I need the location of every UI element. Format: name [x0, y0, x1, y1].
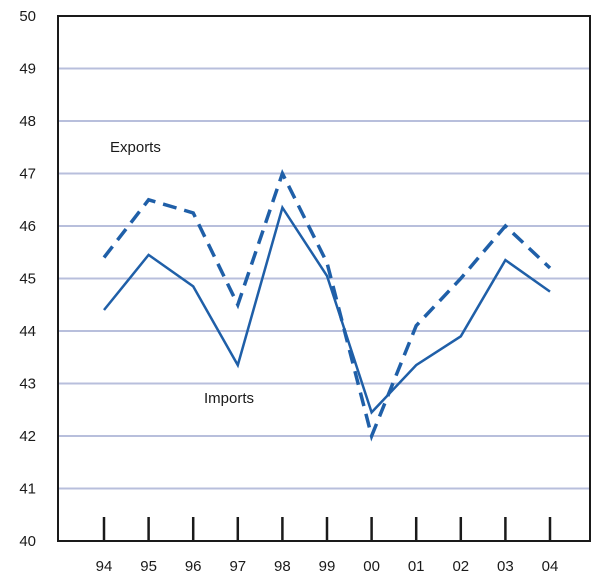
y-tick-label: 50: [19, 8, 36, 25]
y-tick-label: 40: [19, 533, 36, 550]
y-tick-label: 49: [19, 61, 36, 78]
plot-frame: [57, 15, 591, 542]
annotations: Exports Imports: [110, 139, 254, 407]
x-axis-ticks: 94 95 96 97 98 99 00 01 02 03 04: [96, 517, 559, 575]
x-tick-label: 98: [274, 558, 291, 575]
y-tick-label: 44: [19, 323, 36, 340]
y-axis-ticks: 40 41 42 43 44 45 46 47 48 49 50: [19, 8, 36, 550]
series-line-imports: [103, 204, 551, 415]
x-tick-label: 01: [408, 558, 425, 575]
x-tick-label: 96: [185, 558, 202, 575]
series-line-exports: [102, 168, 552, 442]
x-tick-label: 00: [363, 558, 380, 575]
x-tick-label: 99: [319, 558, 336, 575]
x-tick-label: 97: [229, 558, 246, 575]
y-tick-label: 41: [19, 481, 36, 498]
y-tick-label: 48: [19, 113, 36, 130]
x-tick-label: 95: [140, 558, 157, 575]
annotation-imports: Imports: [204, 390, 254, 407]
y-tick-label: 45: [19, 271, 36, 288]
x-tick-label: 94: [96, 558, 113, 575]
series-lines: [102, 168, 552, 442]
x-tick-label: 03: [497, 558, 514, 575]
y-tick-label: 43: [19, 376, 36, 393]
gridlines: [58, 67, 590, 490]
x-tick-label: 02: [452, 558, 469, 575]
y-tick-label: 42: [19, 428, 36, 445]
y-tick-label: 46: [19, 218, 36, 235]
x-tick-label: 04: [542, 558, 559, 575]
annotation-exports: Exports: [110, 139, 161, 156]
y-tick-label: 47: [19, 166, 36, 183]
